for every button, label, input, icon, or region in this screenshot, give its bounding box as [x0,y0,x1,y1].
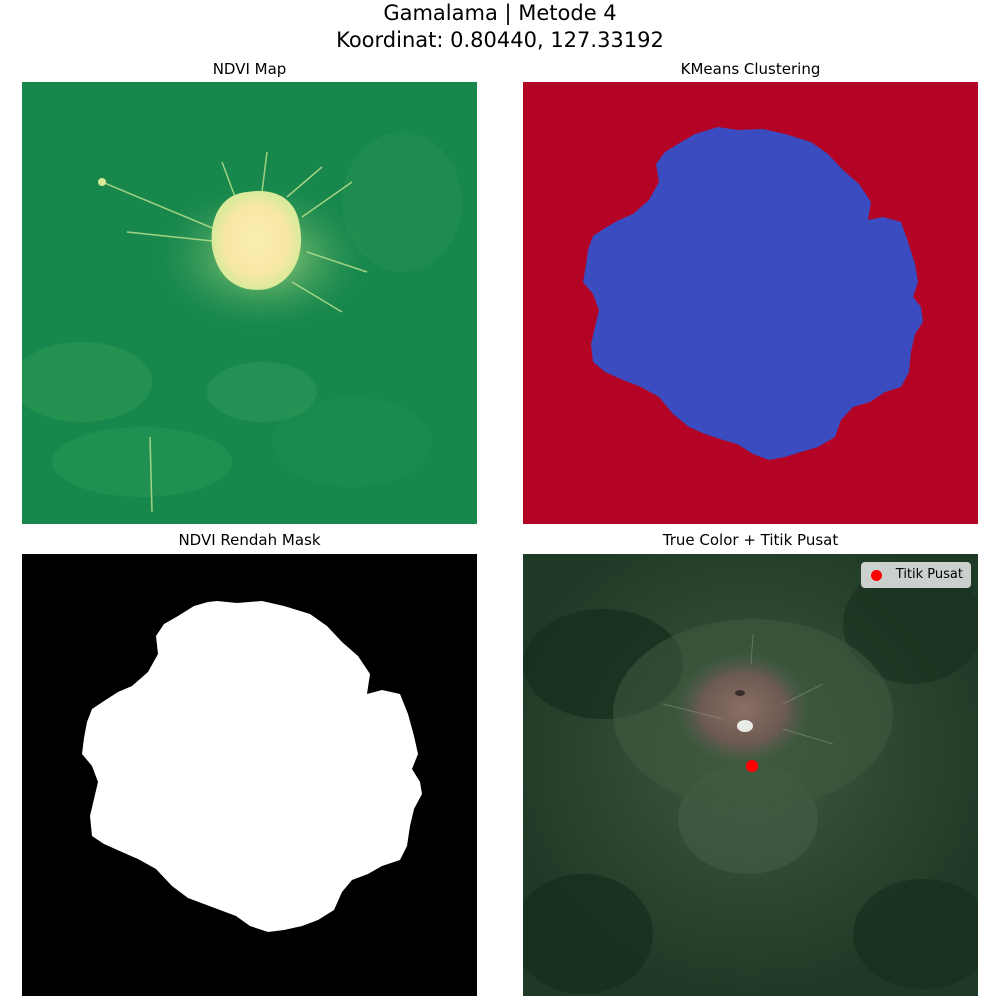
mask-image [22,554,477,996]
titik-pusat-marker [746,760,758,772]
kmeans-title: KMeans Clustering [680,60,821,78]
truecolor-image: Titik Pusat [523,554,978,996]
figure-title: Gamalama | Metode 4 Koordinat: 0.80440, … [0,0,1000,54]
ndvi-map-title: NDVI Map [212,60,287,78]
legend-label: Titik Pusat [895,567,963,582]
legend: Titik Pusat [860,562,971,588]
figure-title-line1: Gamalama | Metode 4 [383,1,617,25]
figure-title-line2: Koordinat: 0.80440, 127.33192 [336,28,664,52]
ndvi-map-image [22,82,477,524]
mask-title: NDVI Rendah Mask [178,531,321,549]
legend-marker-icon [870,569,882,581]
truecolor-title: True Color + Titik Pusat [662,531,839,549]
kmeans-image [523,82,978,524]
